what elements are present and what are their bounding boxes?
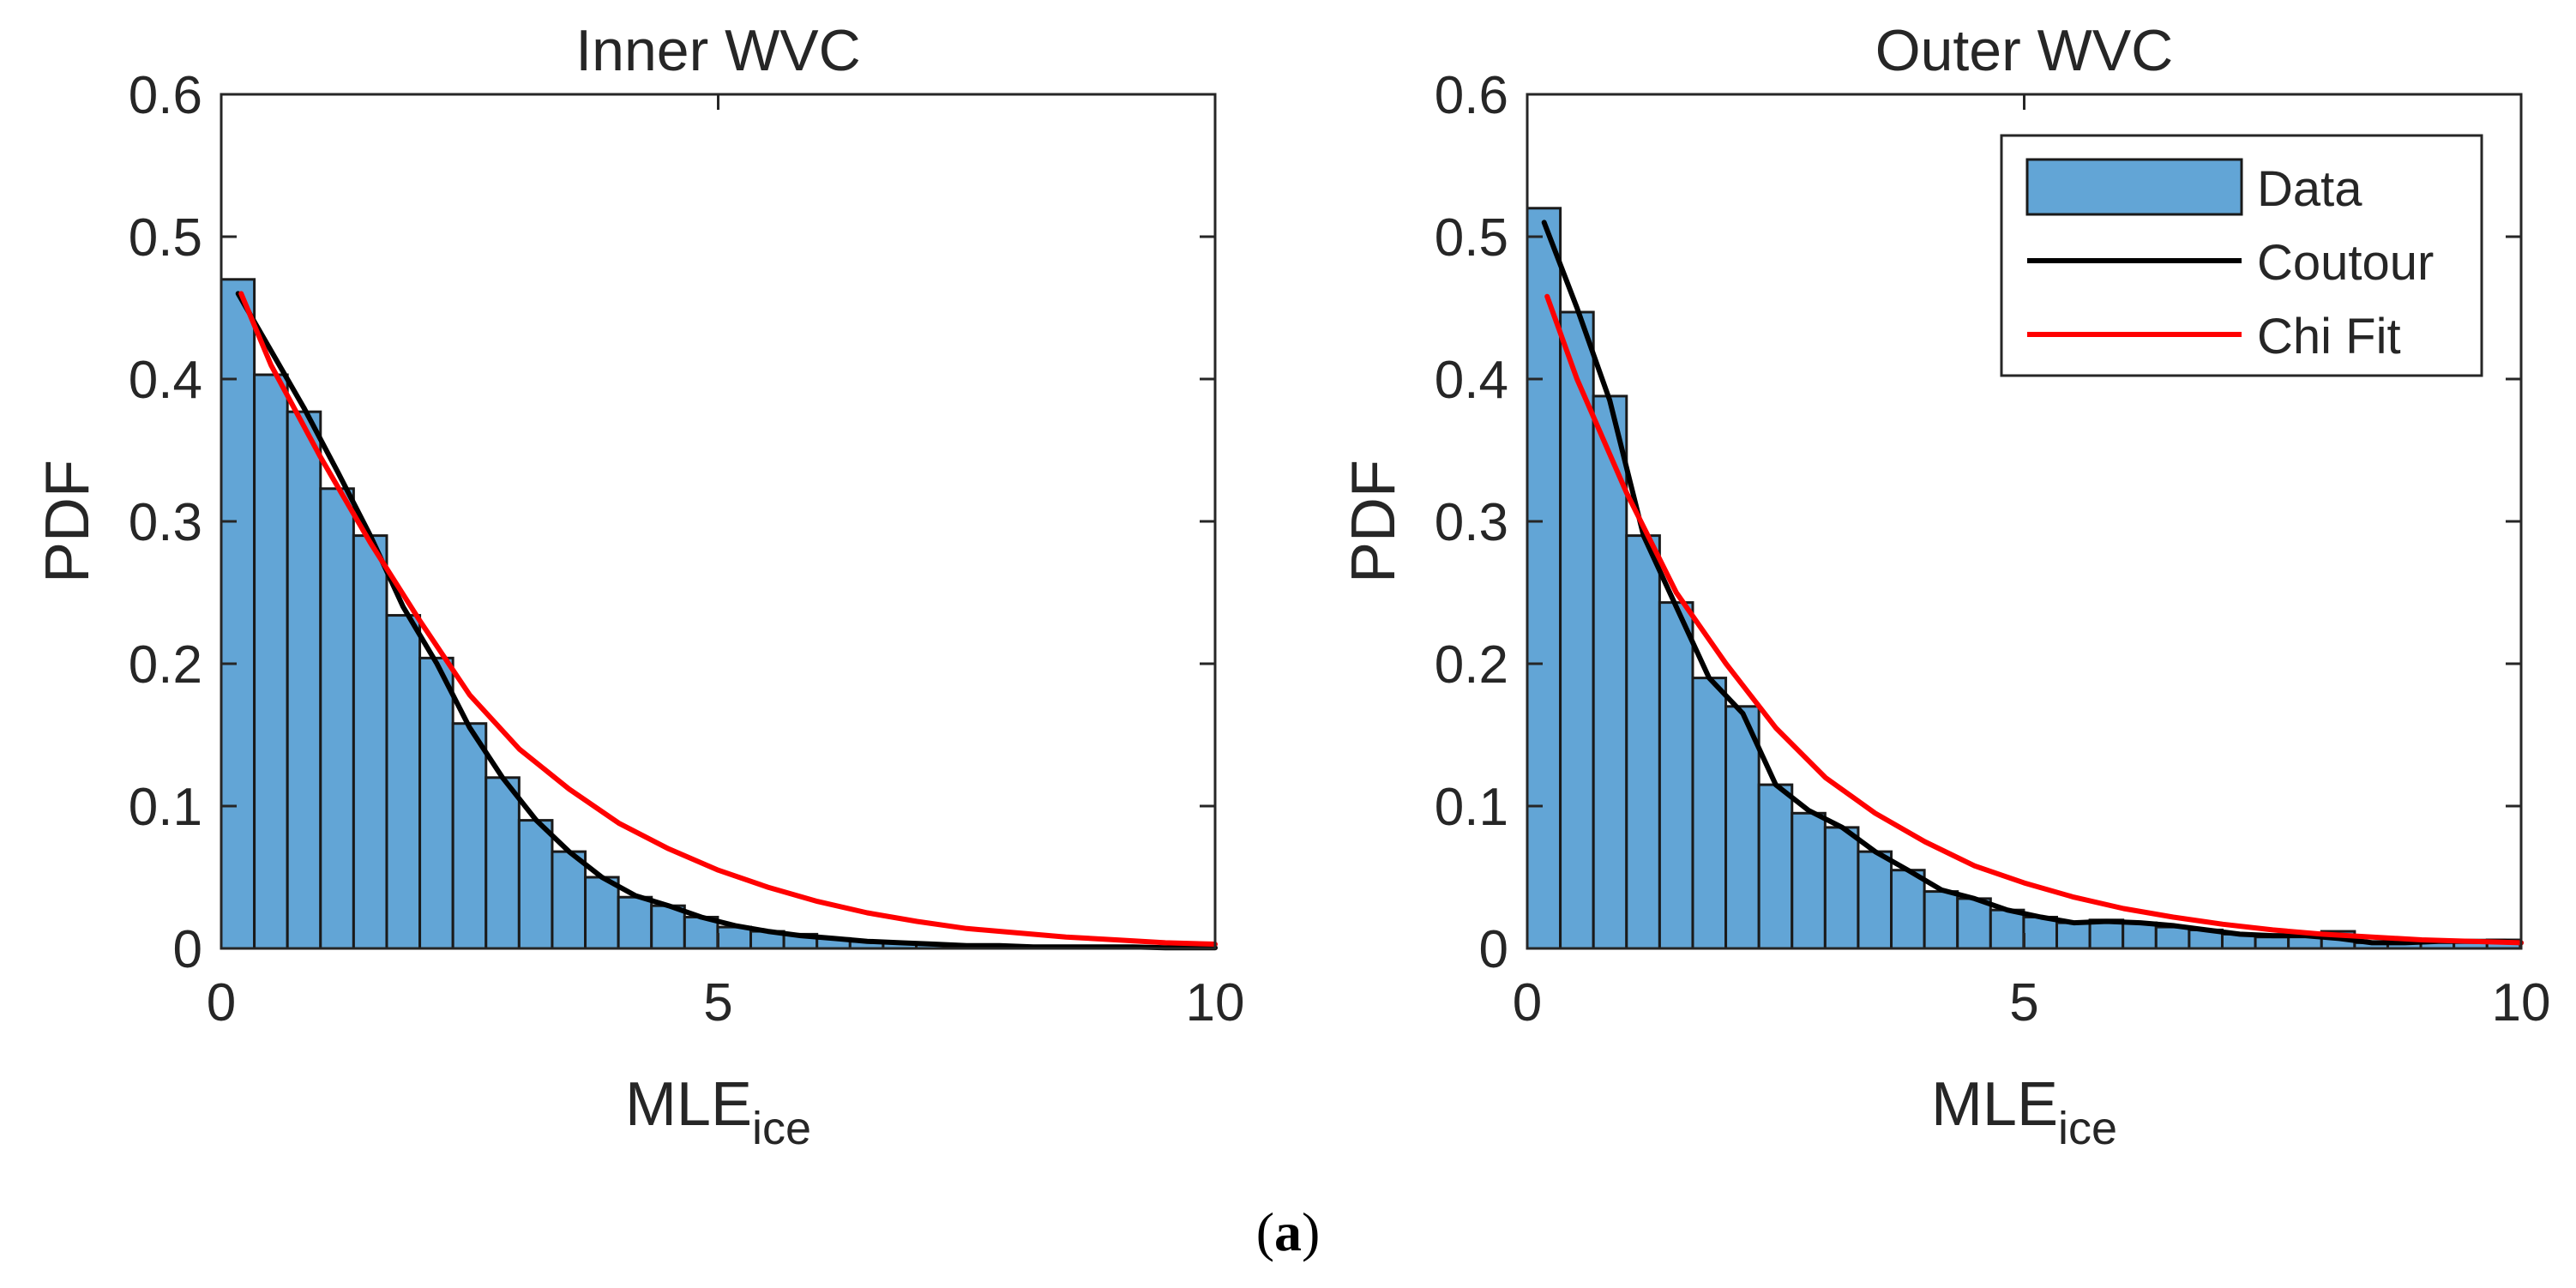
histogram-bar	[1691, 677, 1728, 950]
legend: Data Coutour Chi Fit	[2000, 134, 2483, 377]
histogram-bar	[253, 373, 289, 950]
histogram-bar	[1592, 394, 1628, 950]
histogram-bar	[2154, 925, 2191, 950]
y-axis-label: PDF	[1339, 460, 1408, 583]
x-axis-label-main: MLE	[625, 1070, 752, 1139]
y-tick-label: 0	[1479, 920, 1508, 979]
histogram-bar	[451, 722, 488, 950]
chart-title: Outer WVC	[1875, 18, 2174, 83]
y-tick-label: 0.2	[129, 635, 202, 695]
x-axis-label: MLEice	[1931, 1070, 2117, 1154]
histogram-bar	[1989, 908, 2025, 950]
chi-fit-line	[1544, 293, 2524, 946]
y-tick-label: 0.2	[1435, 635, 1508, 695]
y-tick-label: 0.5	[1435, 208, 1508, 268]
legend-label: Chi Fit	[2257, 309, 2401, 364]
chart-panel-1: 0 0.1 0.2 0.3 0.4 0.5 0.6 0 5 10 Inner WVC MLEice PD…	[33, 18, 1244, 1154]
chart-title: Inner WVC	[575, 18, 861, 83]
histogram-bar	[418, 656, 454, 950]
histogram-bar	[319, 487, 355, 950]
histogram-bar	[584, 876, 620, 950]
x-tick-label: 10	[2492, 973, 2551, 1032]
y-tick-label: 0.6	[129, 66, 202, 125]
chart-panel-2: 0 0.1 0.2 0.3 0.4 0.5 0.6 0 5 10 Outer WVC MLEice PD…	[1339, 18, 2550, 1154]
y-tick-label: 0.3	[1435, 493, 1508, 552]
histogram-bar	[617, 895, 653, 950]
y-tick-label: 0.3	[129, 493, 202, 552]
histogram-bar	[1757, 783, 1794, 950]
contour-line	[1541, 220, 2524, 946]
histogram-bar	[1625, 534, 1661, 950]
y-tick-label: 0.5	[129, 208, 202, 268]
legend-label: Data	[2257, 161, 2362, 217]
x-tick-label: 5	[2009, 973, 2038, 1032]
histogram-bar	[2022, 915, 2059, 950]
histogram-bar	[2122, 921, 2158, 950]
histogram-bar	[517, 819, 554, 950]
x-axis-label: MLEice	[625, 1070, 811, 1154]
contour-line	[235, 291, 1218, 951]
x-axis-label-subscript: ice	[752, 1103, 811, 1154]
x-axis-label-main: MLE	[1931, 1070, 2058, 1139]
y-tick-label: 0.6	[1435, 66, 1508, 125]
y-tick-label: 0	[173, 920, 202, 979]
histogram-bar	[352, 534, 388, 950]
legend-label: Coutour	[2257, 235, 2434, 291]
histogram-bar	[1956, 897, 1992, 950]
x-tick-label: 10	[1186, 973, 1245, 1032]
histogram-bar	[716, 925, 753, 950]
x-tick-label: 0	[207, 973, 236, 1032]
histogram-bar	[1791, 811, 1827, 950]
chi-fit-line	[238, 291, 1218, 947]
histogram-bar	[1823, 826, 1860, 950]
histogram-bar	[1923, 890, 1959, 950]
x-axis-label-subscript: ice	[2058, 1103, 2117, 1154]
histogram-bar	[286, 410, 322, 950]
histogram-bar	[2055, 921, 2091, 950]
figure-caption: (a)	[1255, 1201, 1321, 1262]
legend-data-swatch	[2025, 158, 2243, 216]
histogram-bar	[1890, 869, 1926, 950]
histogram-bar	[551, 850, 587, 950]
y-tick-label: 0.1	[129, 778, 202, 837]
x-tick-label: 0	[1513, 973, 1542, 1032]
histogram-bar	[220, 278, 256, 950]
y-tick-label: 0.4	[1435, 351, 1508, 410]
histogram-bar	[1658, 601, 1694, 950]
histogram-bar	[385, 614, 422, 950]
y-tick-label: 0.1	[1435, 778, 1508, 837]
y-axis-label: PDF	[33, 460, 102, 583]
histogram-bar	[485, 776, 521, 950]
histogram-bar	[1724, 705, 1760, 950]
x-tick-label: 5	[703, 973, 732, 1032]
histogram-bar	[2254, 936, 2290, 950]
histogram-bar	[1857, 850, 1893, 950]
y-tick-label: 0.4	[129, 351, 202, 410]
